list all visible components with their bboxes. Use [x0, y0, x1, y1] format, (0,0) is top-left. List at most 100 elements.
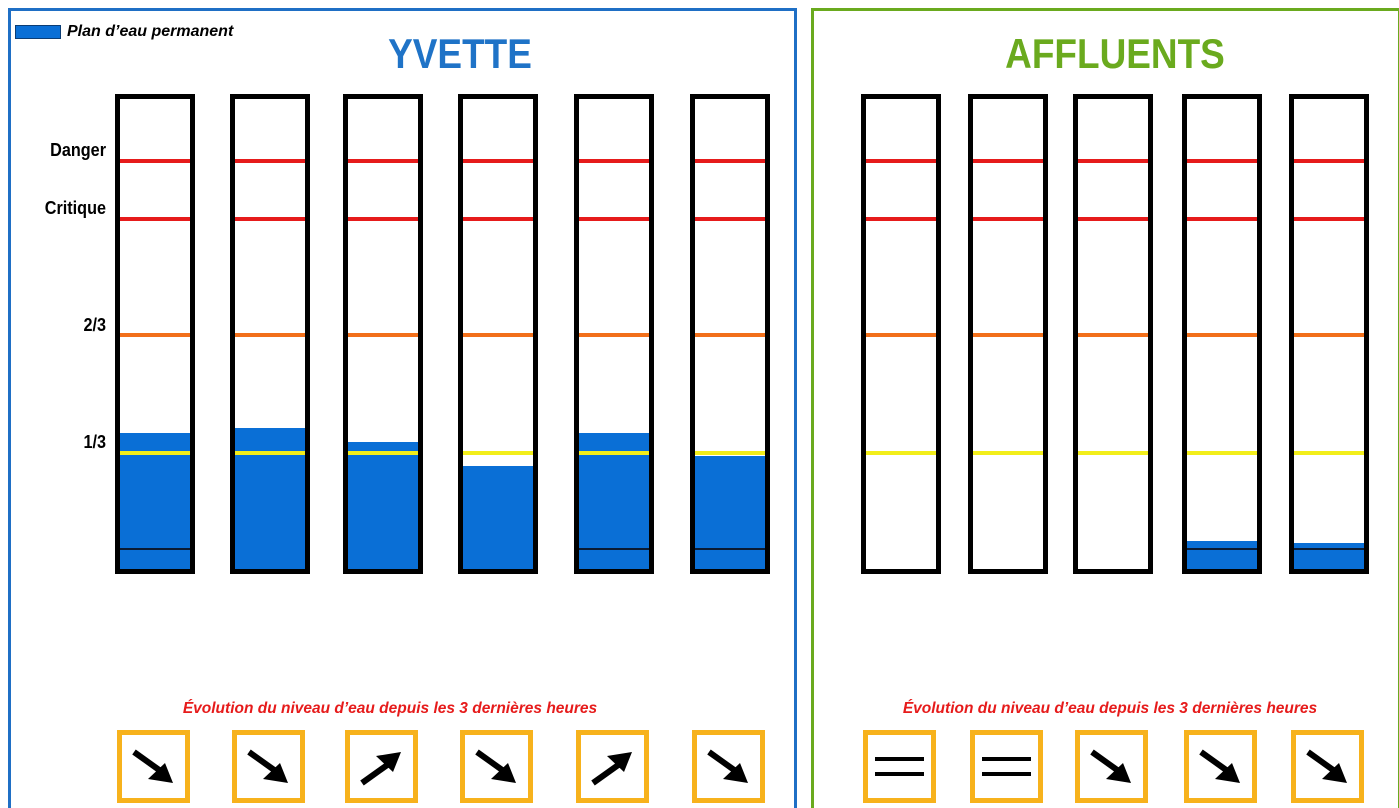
one-third-line [235, 450, 305, 455]
level-label-danger: Danger [50, 140, 106, 160]
danger-line [348, 159, 418, 164]
water-level-fill [1294, 543, 1364, 569]
two-thirds-line [120, 333, 190, 338]
affluents-caption: Évolution du niveau d’eau depuis les 3 d… [902, 700, 1318, 717]
critique-line [973, 216, 1043, 221]
trend-box [1291, 730, 1364, 803]
critique-line [348, 216, 418, 221]
level-label-one-third: 1/3 [83, 432, 106, 452]
arrow-down-right-icon [707, 749, 748, 783]
legend: Plan d’eau permanent [15, 23, 233, 41]
critique-line [695, 216, 765, 221]
permanent-level-line [1187, 548, 1257, 551]
two-thirds-line [695, 333, 765, 338]
trend-box [970, 730, 1043, 803]
critique-line [579, 216, 649, 221]
danger-line [579, 159, 649, 164]
two-thirds-line [1294, 333, 1364, 338]
two-thirds-line [463, 333, 533, 338]
gauge-villejust [1289, 94, 1369, 574]
one-third-line [866, 450, 936, 455]
trend-box [460, 730, 533, 803]
trend-box [863, 730, 936, 803]
water-level-fill [120, 432, 190, 569]
critique-line [866, 216, 936, 221]
one-third-line [1294, 450, 1364, 455]
water-level-fill [463, 465, 533, 569]
water-level-fill [348, 442, 418, 569]
trend-box [1075, 730, 1148, 803]
gauge-armand [968, 94, 1048, 574]
arrow-down-right-icon [1199, 749, 1240, 783]
one-third-line [1078, 450, 1148, 455]
affluents-title: AFFLUENTS [1005, 30, 1225, 77]
water-level-fill [1187, 540, 1257, 569]
danger-line [235, 159, 305, 164]
danger-line [866, 159, 936, 164]
critique-line [235, 216, 305, 221]
equal-icon [982, 757, 1031, 776]
trend-box [232, 730, 305, 803]
two-thirds-line [1078, 333, 1148, 338]
gauge-saint-forget [115, 94, 195, 574]
one-third-line [973, 450, 1043, 455]
permanent-level-line [120, 548, 190, 551]
level-label-two-thirds: 2/3 [83, 315, 106, 335]
two-thirds-line [1187, 333, 1257, 338]
one-third-line [463, 450, 533, 455]
arrow-down-right-icon [247, 749, 288, 783]
trend-box [1184, 730, 1257, 803]
equal-icon [875, 757, 924, 776]
trend-box [692, 730, 765, 803]
arrow-up-right-icon [360, 752, 401, 786]
permanent-level-line [695, 548, 765, 551]
arrow-up-right-icon [591, 752, 632, 786]
legend-label: Plan d’eau permanent [67, 23, 234, 40]
water-level-fill [579, 432, 649, 569]
two-thirds-line [235, 333, 305, 338]
critique-line [120, 216, 190, 221]
permanent-level-line [1294, 548, 1364, 551]
legend-swatch [15, 25, 61, 39]
arrow-down-right-icon [1306, 749, 1347, 783]
danger-line [120, 159, 190, 164]
critique-line [1078, 216, 1148, 221]
two-thirds-line [579, 333, 649, 338]
gauge-les-ulis [1182, 94, 1262, 574]
trend-box [117, 730, 190, 803]
level-label-critique: Critique [44, 198, 106, 218]
water-level-fill [235, 428, 305, 569]
danger-line [1078, 159, 1148, 164]
critique-line [463, 216, 533, 221]
arrow-down-right-icon [475, 749, 516, 783]
arrow-down-right-icon [1090, 749, 1131, 783]
one-third-line [348, 450, 418, 455]
critique-line [1294, 216, 1364, 221]
danger-line [1294, 159, 1364, 164]
arrow-down-right-icon [132, 749, 173, 783]
gauge-croupieres [343, 94, 423, 574]
gauge-saulx-les-chartreux [574, 94, 654, 574]
two-thirds-line [866, 333, 936, 338]
trend-box [576, 730, 649, 803]
danger-line [463, 159, 533, 164]
gauge-merantaise [861, 94, 941, 574]
one-third-line [579, 450, 649, 455]
critique-line [1187, 216, 1257, 221]
gauge-grands-pres [1073, 94, 1153, 574]
gauge-chevreuse [230, 94, 310, 574]
trend-box [345, 730, 418, 803]
one-third-line [120, 450, 190, 455]
one-third-line [695, 450, 765, 455]
gauge-bures [458, 94, 538, 574]
danger-line [695, 159, 765, 164]
two-thirds-line [348, 333, 418, 338]
gauge-balizy [690, 94, 770, 574]
danger-line [973, 159, 1043, 164]
yvette-caption: Évolution du niveau d’eau depuis les 3 d… [182, 700, 598, 717]
one-third-line [1187, 450, 1257, 455]
two-thirds-line [973, 333, 1043, 338]
yvette-title: YVETTE [388, 30, 532, 77]
water-level-fill [695, 456, 765, 569]
danger-line [1187, 159, 1257, 164]
